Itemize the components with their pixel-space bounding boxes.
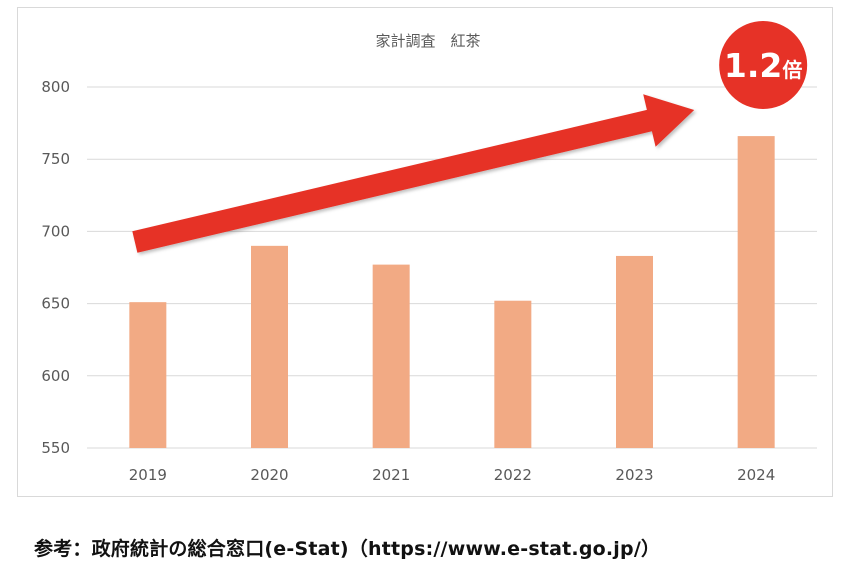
growth-annotation: 1.2倍 (132, 21, 808, 253)
growth-badge-label: 1.2倍 (724, 46, 802, 85)
y-tick-label: 550 (41, 439, 70, 457)
x-tick-label: 2023 (615, 466, 653, 484)
bar-2020 (251, 245, 288, 448)
growth-badge (719, 21, 808, 109)
growth-badge-suffix: 倍 (782, 58, 802, 82)
x-tick-label: 2020 (250, 466, 288, 484)
x-tick-label: 2024 (737, 466, 775, 484)
x-tick-label: 2022 (494, 466, 532, 484)
growth-badge-number: 1.2 (724, 46, 782, 85)
source-note: 参考：政府統計の総合窓口(e-Stat)（https://www.e-stat.… (34, 538, 661, 560)
bars (129, 136, 775, 448)
y-axis-ticks: 550 600 650 700 750 800 (41, 78, 70, 457)
bar-2021 (372, 264, 410, 448)
growth-arrow (132, 94, 695, 253)
bar-2019 (129, 302, 167, 448)
x-tick-label: 2021 (372, 466, 410, 484)
bar-2022 (494, 300, 532, 448)
y-tick-label: 800 (41, 78, 70, 96)
bar-2024 (737, 136, 775, 448)
bar-2023 (616, 255, 653, 448)
chart-title: 家計調査 紅茶 (375, 32, 480, 50)
y-tick-label: 600 (41, 367, 70, 385)
y-tick-label: 750 (41, 150, 70, 168)
x-axis-ticks: 2019 2020 2021 2022 2023 2024 (129, 466, 776, 484)
y-tick-label: 650 (41, 295, 70, 313)
y-tick-label: 700 (41, 222, 70, 240)
x-tick-label: 2019 (129, 466, 167, 484)
gridlines (87, 86, 817, 449)
